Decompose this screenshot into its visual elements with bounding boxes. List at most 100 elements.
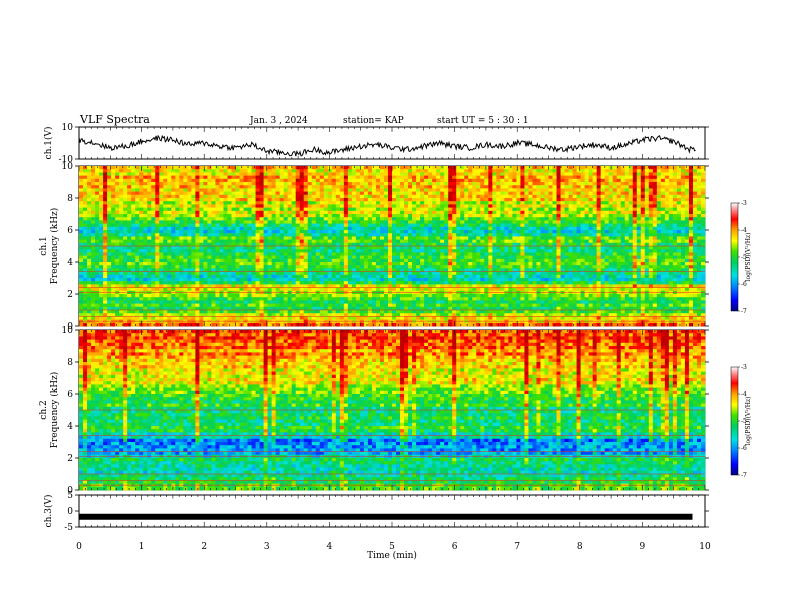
spectrogram-cell — [436, 226, 441, 231]
spectrogram-cell — [648, 230, 654, 234]
spectrogram-cell — [355, 226, 361, 231]
spectrogram-cell — [584, 169, 590, 173]
spectrogram-cell — [323, 236, 329, 240]
spectrogram-cell — [211, 242, 216, 247]
spectrogram-cell — [363, 258, 369, 263]
spectrogram-cell — [464, 214, 469, 218]
spectrogram-cell — [295, 226, 301, 231]
spectrogram-cell — [311, 188, 317, 192]
spectrogram-cell — [107, 265, 112, 269]
spectrogram-cell — [179, 194, 184, 199]
spectrogram-cell — [335, 207, 341, 212]
spectrogram-cell — [215, 217, 220, 221]
spectrogram-cell — [480, 198, 485, 202]
spectrogram-cell — [644, 169, 650, 173]
spectrogram-cell — [636, 233, 642, 237]
spectrogram-cell — [476, 185, 481, 189]
spectrogram-cell — [191, 172, 196, 176]
spectrogram-cell — [396, 188, 401, 192]
spectrogram-cell — [251, 188, 256, 192]
spectrogram-cell — [628, 204, 634, 208]
spectrogram-cell — [692, 230, 698, 234]
spectrogram-cell — [315, 233, 321, 237]
spectrogram-cell — [492, 204, 497, 208]
spectrogram-cell — [696, 207, 702, 212]
spectrogram-cell — [271, 223, 277, 228]
spectrogram-cell — [179, 230, 184, 234]
spectrogram-cell — [408, 246, 413, 250]
spectrogram-cell — [207, 175, 212, 180]
spectrogram-cell — [604, 166, 610, 170]
spectrogram-cell — [343, 246, 349, 250]
spectrogram-cell — [420, 194, 425, 199]
spectrogram-cell — [327, 255, 333, 260]
spectrogram-cell — [383, 223, 389, 228]
spectrogram-cell — [147, 178, 152, 183]
spectrogram-cell — [147, 239, 152, 244]
spectrogram-cell — [644, 258, 650, 263]
spectrogram-cell — [347, 258, 353, 263]
spectrogram-cell — [468, 223, 473, 228]
spectrogram-cell — [496, 182, 501, 186]
spectrogram-cell — [355, 207, 361, 212]
spectrogram-cell — [283, 182, 289, 186]
spectrogram-cell — [323, 255, 329, 260]
spectrogram-cell — [544, 207, 549, 212]
spectrogram-cell — [600, 220, 606, 224]
spectrogram-cell — [135, 188, 140, 192]
spectrogram-cell — [259, 204, 264, 208]
spectrogram-cell — [676, 249, 682, 253]
spectrogram-cell — [359, 207, 365, 212]
spectrogram-cell — [187, 265, 192, 269]
spectrogram-cell — [584, 233, 590, 237]
spectrogram-cell — [424, 185, 429, 189]
spectrogram-cell — [564, 246, 569, 250]
spectrogram-cell — [295, 233, 301, 237]
spectrogram-cell — [520, 265, 525, 269]
spectrogram-cell — [452, 258, 457, 263]
spectrogram-cell — [468, 214, 473, 218]
spectrogram-cell — [103, 242, 108, 247]
spectrogram-cell — [392, 169, 397, 173]
spectrogram-cell — [516, 182, 521, 186]
spectrogram-cell — [359, 201, 365, 205]
spectrogram-cell — [99, 172, 104, 176]
spectrogram-cell — [500, 255, 505, 260]
spectrogram-cell — [143, 172, 148, 176]
spectrogram-cell — [420, 210, 425, 215]
spectrogram-cell — [119, 246, 124, 250]
spectrogram-cell — [343, 169, 349, 173]
spectrogram-cell — [379, 258, 385, 263]
spectrogram-cell — [404, 217, 409, 221]
spectrogram-cell — [640, 239, 646, 244]
spectrogram-cell — [440, 226, 445, 231]
spectrogram-cell — [520, 178, 525, 183]
spectrogram-cell — [640, 262, 646, 266]
spectrogram-cell — [295, 175, 301, 180]
spectrogram-cell — [155, 217, 160, 221]
spectrogram-cell — [343, 204, 349, 208]
spectrogram-cell — [392, 239, 397, 244]
spectrogram-cell — [131, 178, 136, 183]
spectrogram-cell — [484, 217, 489, 221]
spectrogram-cell — [620, 182, 626, 186]
spectrogram-cell — [656, 185, 662, 189]
spectrogram-cell — [327, 214, 333, 218]
spectrogram-cell — [548, 198, 553, 202]
spectrogram-cell — [183, 230, 188, 234]
spectrogram-cell — [624, 201, 630, 205]
spectrogram-cell — [303, 198, 309, 202]
spectrogram-cell — [456, 166, 461, 170]
spectrogram-cell — [572, 172, 577, 176]
spectrogram-cell — [556, 210, 561, 215]
spectrogram-cell — [396, 175, 401, 180]
spectrogram-cell — [95, 220, 100, 224]
spectrogram-cell — [680, 191, 686, 196]
spectrogram-cell — [355, 233, 361, 237]
spectrogram-cell — [392, 214, 397, 218]
spectrogram-cell — [203, 178, 208, 183]
spectrogram-cell — [199, 214, 204, 218]
spectrogram-cell — [259, 207, 264, 212]
spectrogram-cell — [215, 255, 220, 260]
spectrogram-cell — [488, 194, 493, 199]
